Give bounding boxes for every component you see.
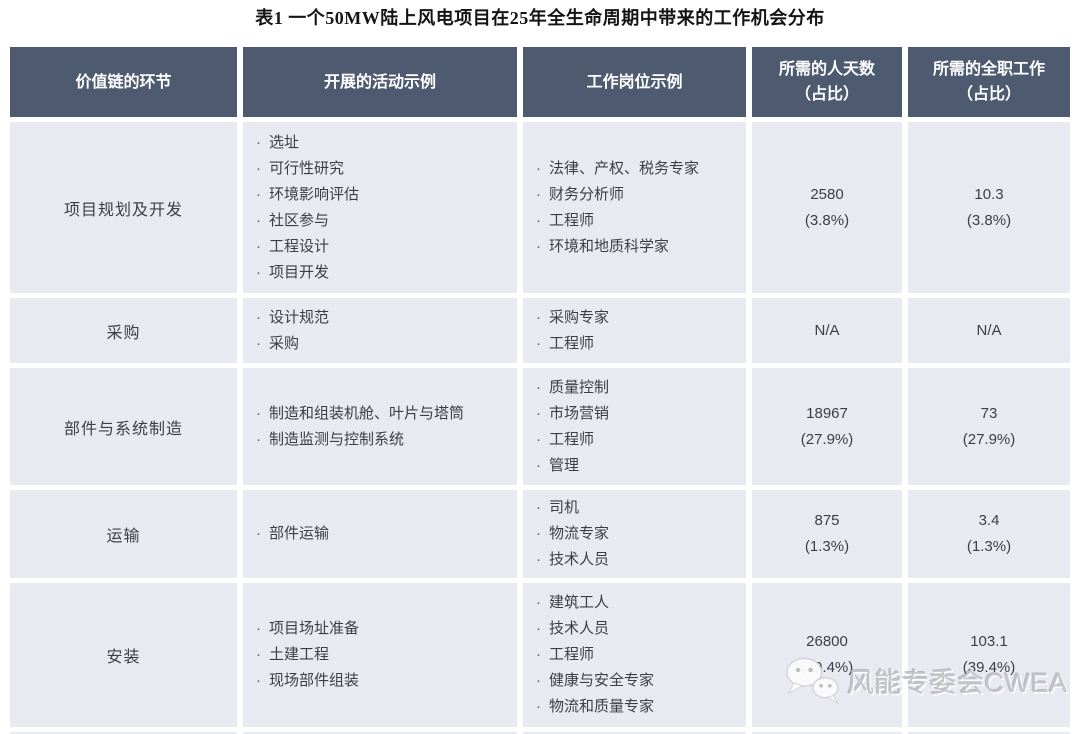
list-item: 可行性研究 bbox=[256, 156, 344, 182]
person-days-pct: (39.4%) bbox=[800, 659, 854, 676]
list-item: 质量控制 bbox=[536, 375, 609, 401]
stage-cell: 采购 bbox=[10, 298, 237, 363]
list-item: 采购专家 bbox=[536, 305, 609, 331]
header-sublabel: （占比） bbox=[956, 86, 1021, 103]
person-days-value: N/A bbox=[814, 321, 840, 339]
list-item: 法律、产权、税务专家 bbox=[536, 156, 699, 182]
list-item: 选址 bbox=[256, 130, 299, 156]
fte-value: N/A bbox=[976, 321, 1002, 339]
job-distribution-table: 价值链的环节 开展的活动示例 工作岗位示例 所需的人天数 （占比） 所需的全职工… bbox=[10, 47, 1070, 734]
stage-cell bbox=[10, 732, 237, 734]
list-item: 技术人员 bbox=[536, 616, 609, 642]
person-days-cell bbox=[752, 732, 902, 734]
fte-pct: (27.9%) bbox=[962, 430, 1016, 448]
list-item: 环境影响评估 bbox=[256, 182, 359, 208]
header-label: 价值链的环节 bbox=[75, 73, 172, 91]
header-cell-fte: 所需的全职工作 （占比） bbox=[908, 47, 1070, 117]
jobs-cell: 采购专家工程师 bbox=[523, 298, 746, 363]
list-item: 工程师 bbox=[536, 427, 594, 453]
fte-cell: 3.4 (1.3%) bbox=[908, 490, 1070, 578]
person-days-value: 875 bbox=[814, 512, 840, 529]
fte-cell: 10.3 (3.8%) bbox=[908, 122, 1070, 293]
list-item: 物流专家 bbox=[536, 521, 609, 547]
person-days-cell: 18967 (27.9%) bbox=[752, 368, 902, 485]
list-item: 环境和地质科学家 bbox=[536, 234, 669, 260]
list-item: 设计规范 bbox=[256, 305, 329, 331]
person-days-cell: N/A bbox=[752, 298, 902, 363]
stage-cell: 运输 bbox=[10, 490, 237, 578]
person-days-value: 2580 bbox=[810, 185, 844, 203]
person-days-cell: 875 (1.3%) bbox=[752, 490, 902, 578]
list-item: 财务分析师 bbox=[536, 182, 624, 208]
list-item: 社区参与 bbox=[256, 208, 329, 234]
header-label: 开展的活动示例 bbox=[323, 73, 436, 91]
list-item: 市场营销 bbox=[536, 401, 609, 427]
jobs-cell: 质量控制市场营销工程师管理 bbox=[523, 368, 746, 485]
list-item: 司机 bbox=[536, 495, 579, 521]
fte-value: 103.1 bbox=[970, 633, 1008, 650]
fte-value: 73 bbox=[980, 404, 998, 422]
person-days-cell: 26800 (39.4%) bbox=[752, 583, 902, 727]
table-title: 表1 一个50MW陆上风电项目在25年全生命周期中带来的工作机会分布 bbox=[255, 8, 825, 28]
activities-cell: 部件运输 bbox=[243, 490, 517, 578]
fte-pct: (1.3%) bbox=[966, 538, 1012, 555]
list-item: 现场部件组装 bbox=[256, 668, 359, 694]
header-label: 工作岗位示例 bbox=[586, 73, 683, 91]
person-days-cell: 2580 (3.8%) bbox=[752, 122, 902, 293]
person-days-pct: (1.3%) bbox=[804, 538, 850, 555]
header-cell-person-days: 所需的人天数 （占比） bbox=[752, 47, 902, 117]
list-item: 管理 bbox=[536, 453, 579, 479]
activities-cell: 制造和组装机舱、叶片与塔筒制造监测与控制系统 bbox=[243, 368, 517, 485]
list-item: 部件运输 bbox=[256, 521, 329, 547]
header-label: 所需的全职工作 bbox=[932, 61, 1045, 78]
jobs-cell: 司机物流专家技术人员 bbox=[523, 490, 746, 578]
list-item: 物流和质量专家 bbox=[536, 694, 654, 720]
list-item: 健康与安全专家 bbox=[536, 668, 654, 694]
activities-cell: 选址可行性研究环境影响评估社区参与工程设计项目开发 bbox=[243, 122, 517, 293]
header-sublabel: （占比） bbox=[794, 86, 859, 103]
header-label: 所需的人天数 bbox=[778, 61, 875, 78]
list-item: 采购 bbox=[256, 331, 299, 357]
fte-pct: (3.8%) bbox=[966, 211, 1012, 229]
person-days-pct: (27.9%) bbox=[800, 430, 854, 448]
activities-cell bbox=[243, 732, 517, 734]
person-days-pct: (3.8%) bbox=[804, 211, 850, 229]
list-item: 项目开发 bbox=[256, 260, 329, 286]
fte-cell: 103.1 (39.4%) bbox=[908, 583, 1070, 727]
header-cell-jobs: 工作岗位示例 bbox=[523, 47, 746, 117]
list-item: 工程师 bbox=[536, 642, 594, 668]
fte-cell bbox=[908, 732, 1070, 734]
stage-cell: 项目规划及开发 bbox=[10, 122, 237, 293]
list-item: 工程师 bbox=[536, 331, 594, 357]
person-days-value: 18967 bbox=[806, 404, 848, 422]
stage-cell: 安装 bbox=[10, 583, 237, 727]
stage-cell: 部件与系统制造 bbox=[10, 368, 237, 485]
person-days-value: 26800 bbox=[806, 633, 848, 650]
fte-value: 10.3 bbox=[974, 185, 1004, 203]
activities-cell: 项目场址准备土建工程现场部件组装 bbox=[243, 583, 517, 727]
activities-cell: 设计规范采购 bbox=[243, 298, 517, 363]
jobs-cell: 法律、产权、税务专家财务分析师工程师环境和地质科学家 bbox=[523, 122, 746, 293]
jobs-cell bbox=[523, 732, 746, 734]
list-item: 制造和组装机舱、叶片与塔筒 bbox=[256, 401, 464, 427]
list-item: 工程设计 bbox=[256, 234, 329, 260]
list-item: 土建工程 bbox=[256, 642, 329, 668]
fte-cell: 73 (27.9%) bbox=[908, 368, 1070, 485]
fte-pct: (39.4%) bbox=[962, 659, 1016, 676]
jobs-cell: 建筑工人技术人员工程师健康与安全专家物流和质量专家 bbox=[523, 583, 746, 727]
list-item: 项目场址准备 bbox=[256, 616, 359, 642]
list-item: 建筑工人 bbox=[536, 590, 609, 616]
list-item: 技术人员 bbox=[536, 547, 609, 573]
fte-cell: N/A bbox=[908, 298, 1070, 363]
header-cell-activities: 开展的活动示例 bbox=[243, 47, 517, 117]
fte-value: 3.4 bbox=[978, 512, 1000, 529]
header-cell-value-chain: 价值链的环节 bbox=[10, 47, 237, 117]
list-item: 工程师 bbox=[536, 208, 594, 234]
list-item: 制造监测与控制系统 bbox=[256, 427, 404, 453]
